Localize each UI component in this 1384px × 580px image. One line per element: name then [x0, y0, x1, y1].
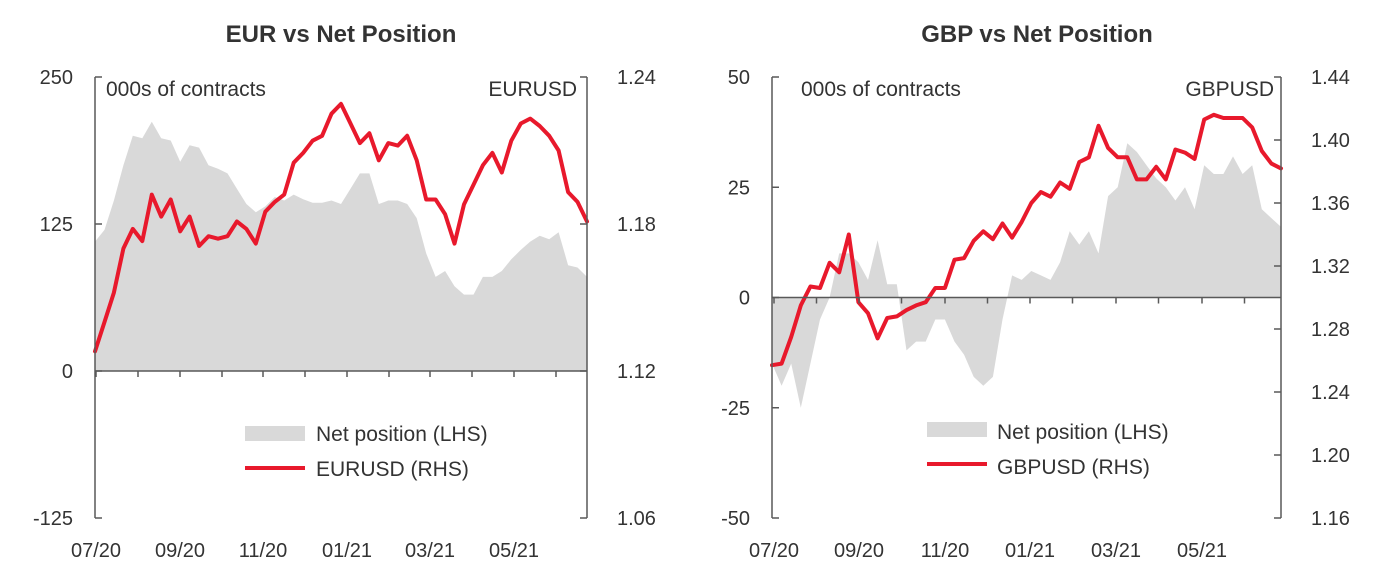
eur-right-axis-label: EURUSD	[488, 78, 577, 101]
eur-legend-area-label: Net position (LHS)	[316, 423, 488, 446]
gbp-chart: GBP vs Net Position 50 25 0 -25 -50 1.44 1.40 1…	[721, 21, 1350, 562]
eur-left-tick-label: 0	[62, 361, 73, 383]
eur-x-tick-label: 11/20	[239, 540, 288, 562]
eur-x-tick-label: 01/21	[322, 540, 372, 562]
gbp-left-tick-label: -25	[721, 398, 750, 420]
gbp-x-tick-label: 05/21	[1177, 540, 1227, 562]
eur-plot: 250 125 0 -125 1.24 1.18 1.12 1.06 07/20 09/20 11/…	[33, 67, 656, 562]
gbp-legend-area-swatch	[927, 422, 987, 437]
gbp-x-tick-label: 07/20	[749, 540, 799, 562]
gbp-left-tick-label: -50	[721, 508, 750, 530]
gbp-legend-line-label: GBPUSD (RHS)	[997, 456, 1150, 479]
gbp-x-tick-label: 09/20	[834, 540, 884, 562]
gbp-left-tick-label: 50	[728, 67, 750, 89]
gbp-right-tick-label: 1.40	[1311, 130, 1350, 152]
eur-net-position-area	[95, 121, 587, 371]
eur-right-tick-label: 1.06	[617, 508, 656, 530]
eur-left-tick-label: 250	[40, 67, 73, 89]
gbp-x-tick-label: 03/21	[1091, 540, 1141, 562]
gbp-left-tick-label: 25	[728, 177, 750, 199]
eur-left-axis-label: 000s of contracts	[106, 78, 266, 101]
gbp-right-tick-label: 1.44	[1311, 67, 1350, 89]
eur-right-tick-label: 1.18	[617, 214, 656, 236]
gbp-right-tick-label: 1.28	[1311, 319, 1350, 341]
gbp-right-tick-label: 1.16	[1311, 508, 1350, 530]
gbp-left-tick-label: 0	[739, 288, 750, 310]
gbp-x-tick-label: 11/20	[921, 540, 970, 562]
gbp-right-axis-label: GBPUSD	[1185, 78, 1274, 101]
gbp-right-tick-label: 1.20	[1311, 445, 1350, 467]
gbp-right-tick-label: 1.32	[1311, 256, 1350, 278]
gbp-x-tick-label: 01/21	[1005, 540, 1055, 562]
gbp-legend-area-label: Net position (LHS)	[997, 421, 1169, 444]
eur-x-tick-label: 09/20	[155, 540, 205, 562]
eur-right-tick-label: 1.24	[617, 67, 656, 89]
gbp-plot: 50 25 0 -25 -50 1.44 1.40 1.36 1.32 1.28 1.24 1.20 1…	[721, 67, 1350, 562]
gbp-right-tick-label: 1.36	[1311, 193, 1350, 215]
gbp-legend: Net position (LHS) GBPUSD (RHS)	[927, 421, 1169, 479]
eur-right-tick-label: 1.12	[617, 361, 656, 383]
eur-x-tick-label: 07/20	[71, 540, 121, 562]
eur-legend-area-swatch	[245, 426, 305, 441]
eur-x-tick-label: 05/21	[489, 540, 539, 562]
eur-chart-title: EUR vs Net Position	[226, 21, 457, 48]
eur-left-tick-label: -125	[33, 508, 73, 530]
eur-chart: EUR vs Net Position 250 125 0 -125 1.24 1.18 1…	[33, 21, 656, 562]
eur-x-tick-label: 03/21	[405, 540, 455, 562]
gbp-right-tick-label: 1.24	[1311, 382, 1350, 404]
gbp-chart-title: GBP vs Net Position	[921, 21, 1153, 48]
eur-legend: Net position (LHS) EURUSD (RHS)	[245, 423, 488, 481]
gbp-price-line	[770, 112, 1283, 368]
gbp-left-axis-label: 000s of contracts	[801, 78, 961, 101]
eur-legend-line-label: EURUSD (RHS)	[316, 458, 469, 481]
eur-left-tick-label: 125	[40, 214, 73, 236]
gbp-net-position-area	[772, 143, 1281, 408]
eur-price-line	[93, 101, 589, 354]
